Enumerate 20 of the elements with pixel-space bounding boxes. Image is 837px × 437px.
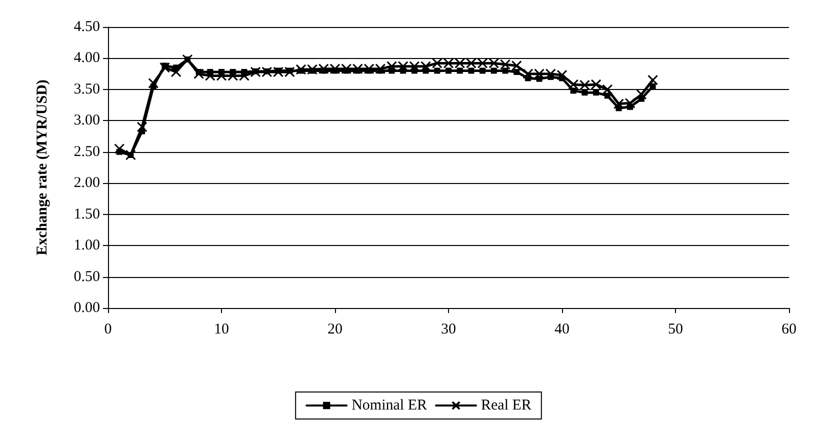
y-tick-label: 1.50	[74, 206, 100, 222]
y-tick-label: 0.50	[74, 268, 100, 285]
y-tick-label: 4.00	[74, 50, 100, 66]
y-tick-label: 3.50	[74, 81, 100, 98]
y-tick-label: 1.00	[74, 238, 100, 254]
legend-label: Nominal ER	[352, 398, 428, 414]
x-tick-label: 50	[668, 322, 683, 338]
y-tick-label: 4.50	[74, 19, 100, 35]
x-tick-label: 40	[554, 322, 570, 338]
x-tick-label: 30	[441, 322, 456, 338]
y-tick-label: 3.00	[74, 112, 100, 129]
y-tick-label: 0.00	[74, 300, 100, 316]
y-tick-label: 2.50	[74, 144, 100, 160]
y-tick-label: 2.00	[74, 175, 100, 192]
y-axis-title: Exchange rate (MYR/USD)	[34, 80, 50, 256]
x-tick-label: 20	[328, 322, 342, 338]
x-tick-label: 10	[214, 322, 229, 338]
x-tick-label: 0	[104, 322, 112, 338]
legend-label: Real ER	[481, 398, 532, 414]
x-tick-label: 60	[782, 322, 796, 338]
